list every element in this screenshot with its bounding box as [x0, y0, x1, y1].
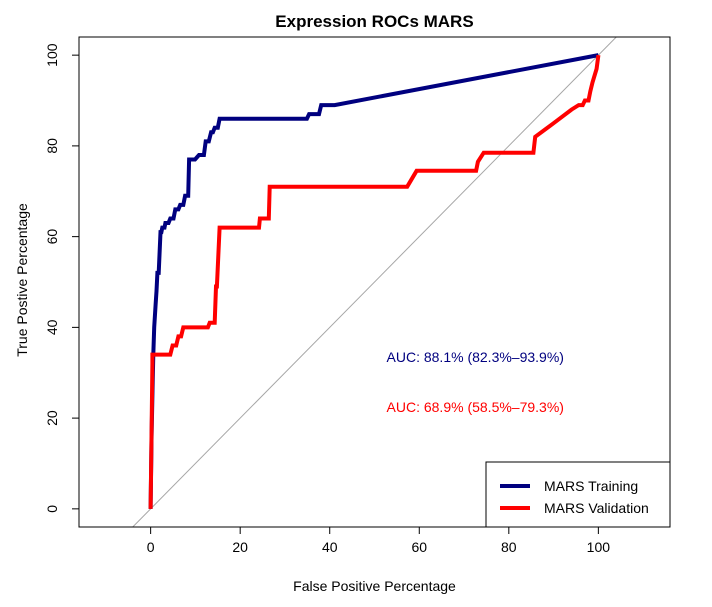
y-tick-label: 40	[44, 319, 60, 335]
legend-label: MARS Validation	[544, 500, 649, 516]
y-tick-label: 20	[44, 410, 60, 426]
y-tick-label: 100	[44, 43, 60, 67]
y-tick-label: 60	[44, 229, 60, 245]
series-line-validation	[148, 54, 601, 509]
x-tick-label: 60	[411, 539, 427, 555]
x-tick-label: 20	[232, 539, 248, 555]
y-tick-label: 0	[44, 505, 60, 513]
x-tick-label: 80	[501, 539, 517, 555]
legend-box	[485, 461, 671, 528]
x-tick-label: 40	[322, 539, 338, 555]
x-axis-label: False Positive Percentage	[293, 578, 456, 594]
legend-label: MARS Training	[544, 478, 638, 494]
chart-title: Expression ROCs MARS	[275, 12, 473, 31]
series-line-training	[148, 53, 599, 509]
reference-diagonal-line	[132, 37, 617, 527]
legend: MARS Training MARS Validation	[485, 461, 671, 528]
x-tick-label: 0	[147, 539, 155, 555]
y-tick-label: 80	[44, 138, 60, 154]
x-tick-label: 100	[587, 539, 611, 555]
auc-annotation: AUC: 68.9% (58.5%–79.3%)	[387, 399, 564, 415]
auc-annotation: AUC: 88.1% (82.3%–93.9%)	[387, 349, 564, 365]
y-axis: 0 20 40 60 80 100	[44, 43, 80, 513]
y-axis-label: True Postive Percentage	[14, 203, 30, 357]
x-axis: 0 20 40 60 80 100	[147, 526, 611, 555]
